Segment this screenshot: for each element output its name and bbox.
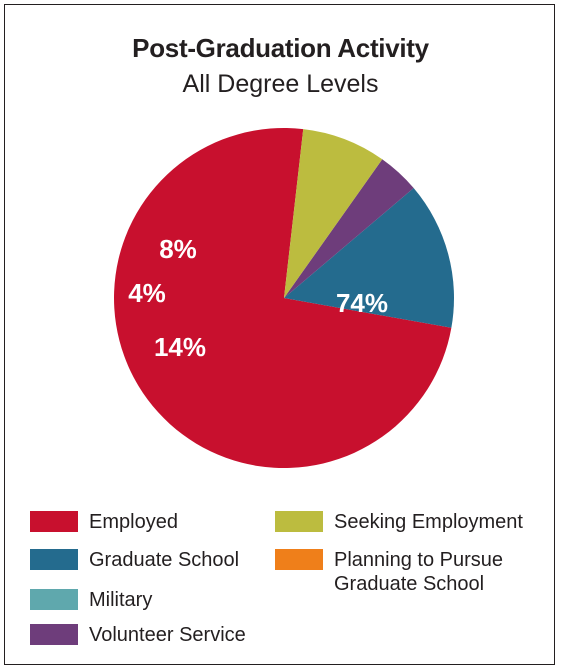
slice-label-employed: 74% <box>336 288 388 318</box>
legend-label: Volunteer Service <box>89 624 246 646</box>
legend-item-graduate-school: Graduate School <box>30 548 239 572</box>
pie-slice-graduate-school <box>284 188 455 328</box>
legend-item-planning-to-pursue-graduate-school: Planning to Pursue Graduate School <box>275 548 503 596</box>
legend-item-employed: Employed <box>30 510 178 534</box>
slice-label-seeking-employment: 8% <box>159 234 197 264</box>
chart-title: Post-Graduation Activity <box>132 33 429 63</box>
chart-subtitle: All Degree Levels <box>182 70 379 98</box>
legend-label: Employed <box>89 511 178 533</box>
legend-swatch <box>30 549 78 570</box>
legend-label: Graduate School <box>89 549 240 571</box>
legend-swatch <box>30 589 78 610</box>
pie-slice-seeking-employment <box>284 129 383 298</box>
legend-swatch <box>275 511 323 532</box>
legend-swatch <box>275 549 323 570</box>
legend-item-military: Military <box>30 588 152 612</box>
legend-label: Planning to Pursue Graduate School <box>334 549 504 595</box>
slice-label-graduate-school: 14% <box>154 332 206 362</box>
legend-item-seeking-employment: Seeking Employment <box>275 510 523 534</box>
legend-label: Military <box>89 589 153 611</box>
legend-swatch <box>30 624 78 645</box>
slice-label-volunteer-service: 4% <box>128 278 166 308</box>
pie-slice-volunteer-service <box>284 159 414 298</box>
pie-slice-employed <box>114 127 452 468</box>
legend-item-volunteer-service: Volunteer Service <box>30 623 246 647</box>
legend-swatch <box>30 511 78 532</box>
legend-label: Seeking Employment <box>334 511 523 533</box>
